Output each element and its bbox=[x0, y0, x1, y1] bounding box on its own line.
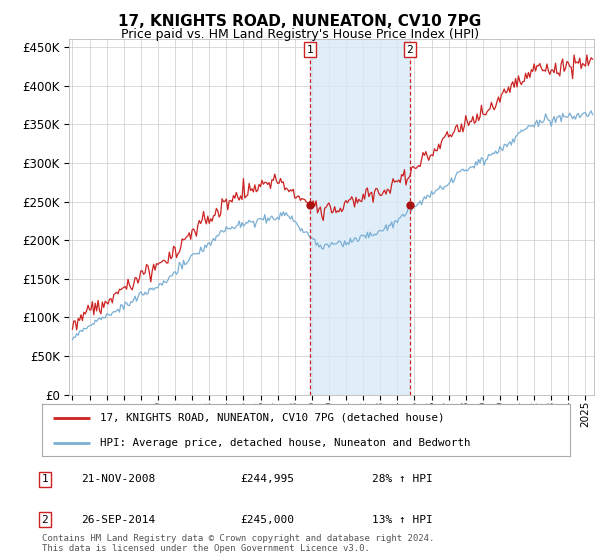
Text: 21-NOV-2008: 21-NOV-2008 bbox=[81, 474, 155, 484]
Text: 26-SEP-2014: 26-SEP-2014 bbox=[81, 515, 155, 525]
Text: 2: 2 bbox=[406, 45, 413, 54]
Text: 28% ↑ HPI: 28% ↑ HPI bbox=[372, 474, 433, 484]
Text: Price paid vs. HM Land Registry's House Price Index (HPI): Price paid vs. HM Land Registry's House … bbox=[121, 28, 479, 41]
Text: 13% ↑ HPI: 13% ↑ HPI bbox=[372, 515, 433, 525]
Text: HPI: Average price, detached house, Nuneaton and Bedworth: HPI: Average price, detached house, Nune… bbox=[100, 438, 470, 448]
Text: 17, KNIGHTS ROAD, NUNEATON, CV10 7PG: 17, KNIGHTS ROAD, NUNEATON, CV10 7PG bbox=[118, 14, 482, 29]
Text: £245,000: £245,000 bbox=[240, 515, 294, 525]
Text: 1: 1 bbox=[41, 474, 49, 484]
Text: £244,995: £244,995 bbox=[240, 474, 294, 484]
Text: 17, KNIGHTS ROAD, NUNEATON, CV10 7PG (detached house): 17, KNIGHTS ROAD, NUNEATON, CV10 7PG (de… bbox=[100, 413, 445, 423]
Bar bbox=[310, 39, 410, 395]
Text: Contains HM Land Registry data © Crown copyright and database right 2024.
This d: Contains HM Land Registry data © Crown c… bbox=[42, 534, 434, 553]
Text: 2: 2 bbox=[41, 515, 49, 525]
Text: 1: 1 bbox=[307, 45, 313, 54]
